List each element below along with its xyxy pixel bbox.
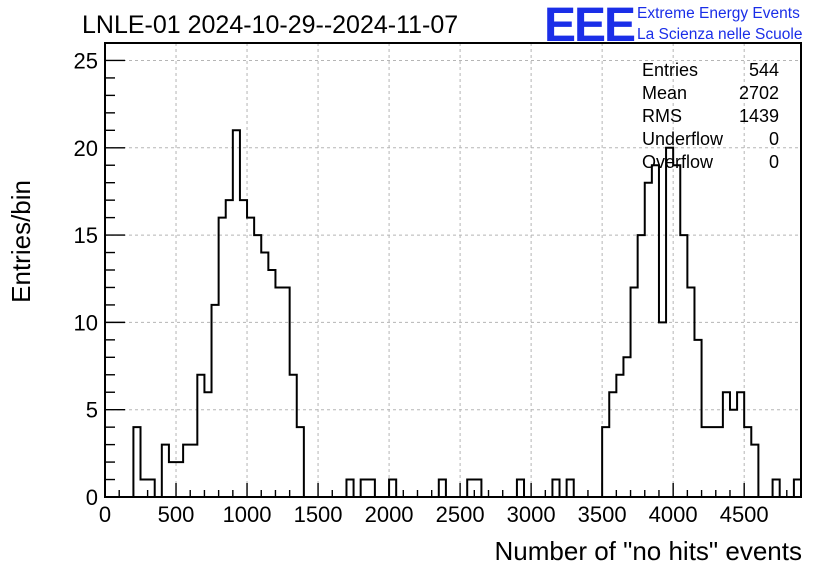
x-tick-label: 4000: [649, 502, 698, 527]
x-tick-label: 1000: [223, 502, 272, 527]
y-tick-label: 15: [74, 223, 98, 248]
stats-value: 544: [749, 60, 779, 80]
x-tick-label: 1500: [294, 502, 343, 527]
y-tick-label: 10: [74, 310, 98, 335]
chart-title: LNLE-01 2024-10-29--2024-11-07: [82, 11, 458, 39]
y-tick-label: 20: [74, 136, 98, 161]
y-tick-label: 25: [74, 48, 98, 73]
eee-logo-mark: EEE: [544, 0, 635, 52]
stats-label: Overflow: [642, 152, 714, 172]
x-tick-label: 0: [99, 502, 111, 527]
y-axis-title: Entries/bin: [6, 180, 36, 303]
x-tick-label: 4500: [720, 502, 769, 527]
y-tick-label: 5: [86, 398, 98, 423]
eee-logo: EEE Extreme Energy Events La Scienza nel…: [544, 0, 802, 52]
stats-value: 2702: [739, 83, 779, 103]
histogram-line: [132, 129, 802, 497]
histogram-series: [132, 129, 802, 497]
stats-box: Entries 544 Mean 2702 RMS 1439 Underflow 0 Overf…: [642, 60, 779, 172]
x-tick-label: 2000: [365, 502, 414, 527]
y-tick-label: 0: [86, 485, 98, 510]
x-tick-label: 500: [158, 502, 195, 527]
stats-label: Underflow: [642, 129, 724, 149]
x-tick-label: 2500: [436, 502, 485, 527]
stats-label: RMS: [642, 106, 682, 126]
stats-label: Entries: [642, 60, 698, 80]
stats-value: 0: [769, 152, 779, 172]
x-axis: 0 500 1000 1500 2000 2500 3000 3500 4000 4500: [99, 483, 788, 527]
x-tick-label: 3000: [507, 502, 556, 527]
grid-lines: [105, 43, 801, 497]
stats-label: Mean: [642, 83, 687, 103]
y-axis: 0 5 10 15 20 25: [74, 48, 125, 510]
stats-value: 1439: [739, 106, 779, 126]
x-axis-title: Number of "no hits" events: [495, 536, 803, 566]
stats-value: 0: [769, 129, 779, 149]
plot-frame: [104, 42, 802, 498]
eee-logo-line1: Extreme Energy Events: [637, 5, 800, 22]
x-tick-label: 3500: [578, 502, 627, 527]
eee-logo-line2: La Scienza nelle Scuole: [637, 26, 802, 43]
